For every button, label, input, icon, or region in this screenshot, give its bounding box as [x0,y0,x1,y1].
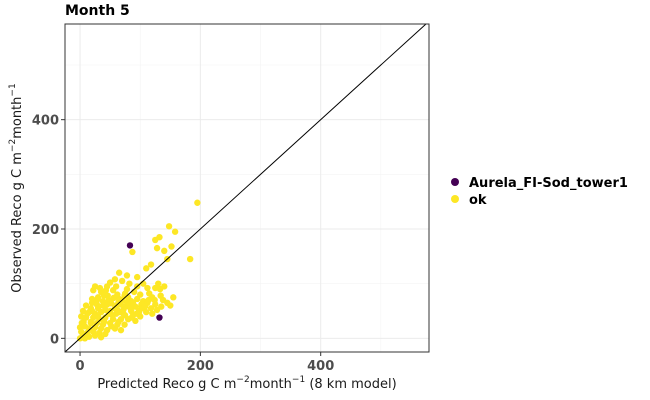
legend-key-ok [451,195,459,203]
x-axis-title-sup2: −1 [292,375,305,385]
point-ok [118,277,126,285]
y-axis-title-mid: month [10,97,25,139]
point-ok [153,306,161,314]
point-ok [168,243,175,250]
point-ok [115,299,122,306]
x-tick-label: 400 [307,359,334,374]
point-ok [123,299,131,306]
point-ok [165,223,173,230]
point-ok [104,292,111,299]
point-ok [120,310,127,317]
points-layer [76,199,201,342]
point-ok [123,285,131,293]
plot-border [64,23,430,353]
point-ok [90,287,97,294]
point-ok [84,310,91,317]
point-ok [170,294,177,301]
point-ok [133,295,141,303]
point-ok [88,307,96,315]
legend-label-aurela: Aurela_FI-Sod_tower1 [469,176,628,191]
point-ok [126,280,133,287]
y-axis-title-sup1: −2 [8,139,18,152]
point-ok [111,276,119,283]
point-ok [114,306,121,314]
point-ok [151,296,158,304]
y-axis-title: Observed Reco g C m−2month−1 [8,83,25,292]
legend-key-aurela [451,178,459,186]
point-ok [108,323,115,330]
point-ok [123,272,131,279]
y-tick-label: 200 [32,223,59,238]
point-ok [88,299,96,306]
point-ok [97,334,105,341]
point-ok [110,294,117,302]
identity-line [64,23,427,353]
point-ok [115,318,122,326]
point-ok [128,314,135,321]
x-axis-title-mid: month [250,377,292,392]
y-axis-title-main: Observed Reco g C m [10,152,25,293]
point-ok [133,273,141,281]
point-ok [109,287,117,294]
axis-ticks: 0 200 400 0 200 400 [32,114,334,374]
point-ok [153,244,161,252]
point-ok [145,296,152,304]
point-ok [141,303,149,310]
point-aurela-fi-sod-tower1 [156,314,163,321]
x-axis-title: Predicted Reco g C m−2month−1 (8 km mode… [97,375,396,392]
point-ok [147,305,155,312]
legend-label-ok: ok [469,193,487,208]
x-tick-label: 200 [187,359,214,374]
point-ok [100,318,108,326]
point-ok [93,296,101,304]
point-ok [115,269,123,276]
point-ok [121,321,128,328]
y-axis-title-sup2: −1 [8,83,18,96]
y-tick-label: 400 [32,114,59,129]
x-tick-label: 0 [76,359,85,374]
point-ok [129,299,137,306]
grid-layer [65,24,429,352]
point-ok [186,255,194,263]
point-ok [82,302,90,309]
point-ok [161,247,168,255]
y-tick-label: 0 [50,332,59,347]
x-axis-title-main: Predicted Reco g C m [97,377,236,392]
point-ok [81,335,89,342]
point-ok [149,310,156,317]
point-ok [129,248,136,256]
point-ok [167,302,174,309]
chart-title: Month 5 [65,3,130,19]
point-ok [99,297,107,305]
point-ok [94,313,102,320]
point-ok [152,236,159,244]
point-ok [78,319,86,327]
point-ok [147,261,155,268]
point-ok [121,292,128,299]
x-axis-title-sup1: −2 [236,375,249,385]
point-ok [144,284,151,292]
point-ok [87,318,95,326]
legend: Aurela_FI-Sod_tower1 ok [451,176,628,208]
point-ok [117,326,125,334]
x-axis-title-suffix: (8 km model) [305,377,396,392]
point-ok [171,228,179,235]
point-ok [194,199,201,206]
point-ok [135,308,143,316]
point-ok [152,284,159,292]
point-ok [78,313,85,320]
point-ok [156,285,164,293]
point-aurela-fi-sod-tower1 [126,242,134,249]
point-ok [102,287,110,294]
point-ok [96,284,104,292]
point-ok [91,332,99,339]
point-ok [157,292,164,299]
plot-panel [64,23,430,353]
point-ok [143,265,150,272]
point-ok [127,305,134,312]
